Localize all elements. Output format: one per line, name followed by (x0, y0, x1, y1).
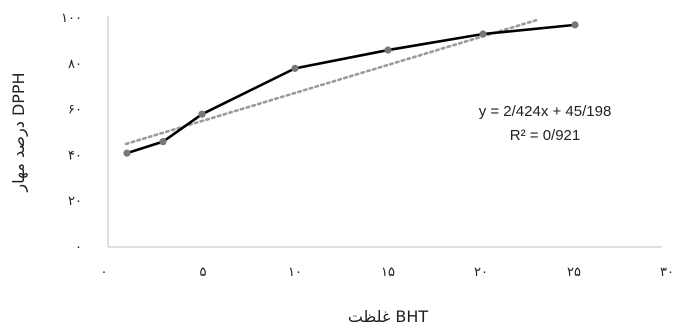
y-tick-label: ۰ (75, 240, 82, 255)
data-point (384, 46, 392, 54)
y-tick-label: ۶۰ (68, 103, 82, 118)
data-point (479, 30, 487, 38)
trendline-r-squared: R² = 0/921 (510, 127, 580, 144)
trendline (124, 18, 538, 146)
y-tick-label: ۴۰ (68, 148, 82, 163)
y-axis-title: درصد مهار DPPH (9, 72, 29, 192)
x-tick-labels: ۰ ۵ ۱۰ ۱۵ ۲۰ ۲۵ ۳۰ (101, 265, 674, 280)
y-tick-label: ۲۰ (68, 194, 82, 209)
x-tick-label: ۳۰ (660, 265, 674, 280)
data-point (123, 149, 131, 157)
y-tick-label: ۸۰ (68, 57, 82, 72)
series-layer (123, 21, 579, 157)
trendline-layer (124, 18, 538, 146)
x-tick-label: ۱۰ (288, 265, 302, 280)
data-point (198, 110, 206, 118)
x-tick-label: ۵ (200, 265, 207, 280)
x-axis-title: غلظت BHT (348, 307, 429, 326)
x-tick-label: ۲۵ (567, 265, 581, 280)
axes (107, 16, 662, 248)
y-tick-label: ۱۰۰ (61, 11, 82, 26)
data-point (291, 64, 299, 72)
data-point (571, 21, 579, 29)
y-tick-labels: ۰ ۲۰ ۴۰ ۶۰ ۸۰ ۱۰۰ (61, 11, 82, 255)
x-tick-label: ۲۰ (474, 265, 488, 280)
x-tick-label: ۰ (101, 265, 108, 280)
trendline-equation: y = 2/424x + 45/198 (479, 103, 612, 120)
data-point (159, 138, 167, 146)
x-tick-label: ۱۵ (381, 265, 395, 280)
series-line (126, 23, 576, 155)
